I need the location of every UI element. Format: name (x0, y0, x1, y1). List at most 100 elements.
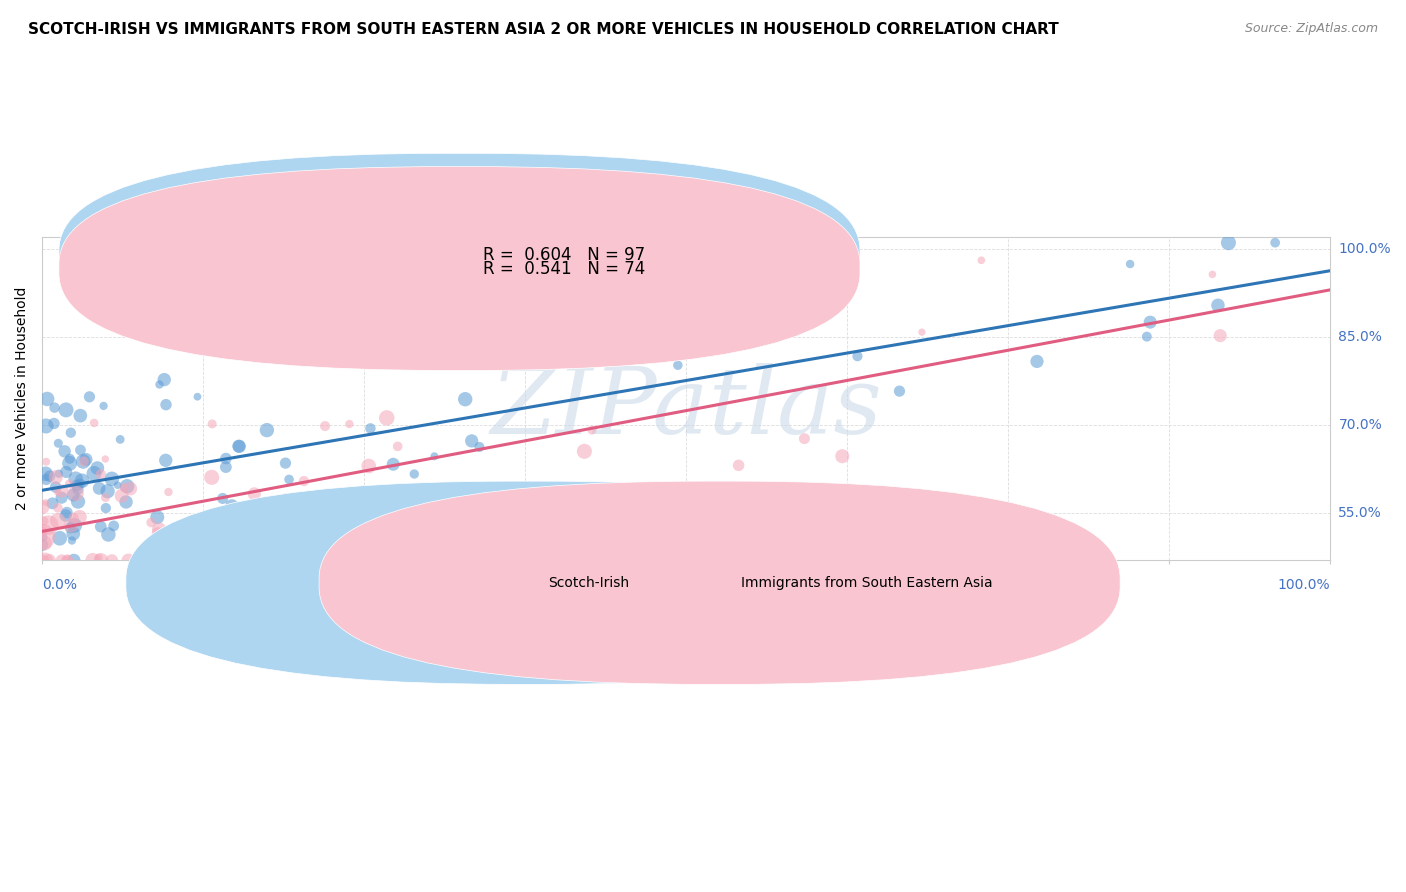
Point (269, 343, 291, 358)
Point (103, 519, 125, 533)
Text: 0.0%: 0.0% (42, 578, 77, 592)
Point (59, 521, 82, 535)
Point (31, 500, 53, 515)
Point (195, 553, 218, 567)
Point (55, 508, 77, 523)
Point (337, 417, 360, 431)
Point (157, 485, 180, 500)
Point (46, 500, 69, 515)
Point (125, 553, 148, 567)
Point (228, 439, 250, 453)
Point (83, 416, 105, 430)
Point (395, 512, 418, 526)
Point (37, 392, 59, 406)
Point (59, 451, 82, 466)
Point (1264, 235, 1286, 250)
Point (73, 454, 96, 468)
Point (32, 553, 55, 567)
Point (211, 491, 233, 506)
Point (55, 465, 77, 479)
Point (186, 390, 208, 404)
Text: 55.0%: 55.0% (1339, 507, 1382, 520)
Point (846, 349, 869, 363)
Point (155, 453, 177, 467)
Point (283, 499, 305, 513)
Point (911, 325, 934, 339)
Point (274, 456, 297, 470)
Point (97, 484, 120, 499)
Point (51, 491, 73, 505)
Y-axis label: 2 or more Vehicles in Household: 2 or more Vehicles in Household (15, 287, 30, 510)
FancyBboxPatch shape (127, 481, 927, 684)
Point (46, 436, 69, 450)
Point (58, 476, 80, 491)
Point (274, 494, 297, 508)
Point (195, 526, 218, 541)
Point (581, 423, 603, 437)
Point (90, 467, 112, 482)
Point (460, 434, 482, 448)
Point (32, 525, 55, 540)
Point (146, 525, 169, 540)
Point (69, 510, 91, 524)
Point (359, 421, 381, 435)
Point (153, 373, 176, 387)
Point (727, 458, 749, 473)
Point (970, 253, 993, 268)
Point (82, 553, 104, 567)
Point (183, 533, 205, 547)
Point (38, 469, 60, 483)
Point (79, 390, 101, 404)
Point (90, 553, 112, 567)
Text: ZIPatlas: ZIPatlas (491, 363, 882, 453)
Point (101, 553, 124, 567)
Point (464, 358, 486, 372)
Point (69, 476, 91, 491)
Text: SCOTCH-IRISH VS IMMIGRANTS FROM SOUTH EASTERN ASIA 2 OR MORE VEHICLES IN HOUSEHO: SCOTCH-IRISH VS IMMIGRANTS FROM SOUTH EA… (28, 22, 1059, 37)
Point (48, 531, 70, 545)
Point (117, 553, 139, 567)
Point (89, 481, 111, 495)
Point (62, 526, 84, 541)
Point (159, 553, 181, 567)
Point (357, 458, 380, 473)
Text: R =  0.541   N = 74: R = 0.541 N = 74 (482, 260, 645, 277)
Point (55, 403, 77, 417)
Point (1206, 298, 1229, 312)
Point (278, 472, 301, 486)
Point (48, 467, 70, 481)
Point (97, 527, 120, 541)
Point (94, 501, 117, 516)
FancyBboxPatch shape (59, 167, 860, 370)
Point (256, 423, 278, 437)
Point (186, 524, 208, 538)
Point (63, 518, 86, 533)
Point (60, 518, 83, 533)
Point (46, 485, 69, 500)
Point (41, 496, 63, 510)
FancyBboxPatch shape (319, 481, 1121, 684)
Point (65, 472, 87, 486)
Point (146, 553, 169, 567)
Point (382, 457, 405, 471)
Point (111, 489, 134, 503)
Point (831, 449, 853, 463)
Point (889, 384, 911, 398)
Point (574, 444, 596, 458)
Point (35, 419, 58, 434)
Point (215, 451, 238, 466)
Point (35, 467, 58, 481)
Point (65, 486, 87, 500)
Point (46, 514, 69, 528)
Point (1139, 315, 1161, 329)
Point (375, 411, 398, 425)
Point (141, 516, 163, 530)
Point (152, 553, 174, 567)
FancyBboxPatch shape (59, 153, 860, 357)
Point (86, 461, 108, 475)
Point (148, 377, 170, 392)
FancyBboxPatch shape (434, 246, 724, 277)
Point (1218, 235, 1240, 250)
Point (69, 443, 91, 458)
Point (332, 511, 354, 525)
